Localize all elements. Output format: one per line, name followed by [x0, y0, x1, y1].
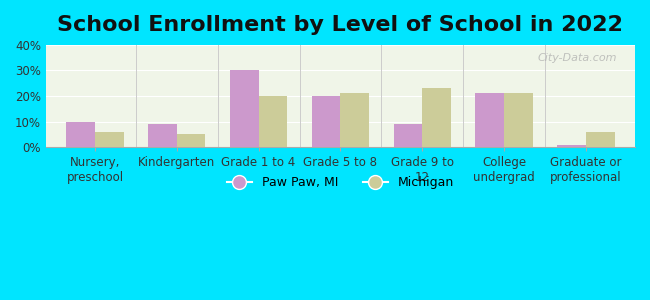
- Bar: [475, 94, 504, 147]
- Bar: [422, 88, 451, 147]
- Bar: [586, 132, 614, 147]
- Bar: [504, 94, 533, 147]
- Bar: [341, 94, 369, 147]
- Bar: [177, 134, 205, 147]
- Bar: [95, 132, 124, 147]
- Bar: [148, 124, 177, 147]
- Bar: [394, 124, 422, 147]
- Title: School Enrollment by Level of School in 2022: School Enrollment by Level of School in …: [57, 15, 623, 35]
- Legend: Paw Paw, MI, Michigan: Paw Paw, MI, Michigan: [222, 171, 460, 194]
- Bar: [557, 145, 586, 147]
- Bar: [66, 122, 95, 147]
- Text: City-Data.com: City-Data.com: [538, 53, 618, 63]
- Bar: [230, 70, 259, 147]
- Bar: [312, 96, 341, 147]
- Bar: [259, 96, 287, 147]
